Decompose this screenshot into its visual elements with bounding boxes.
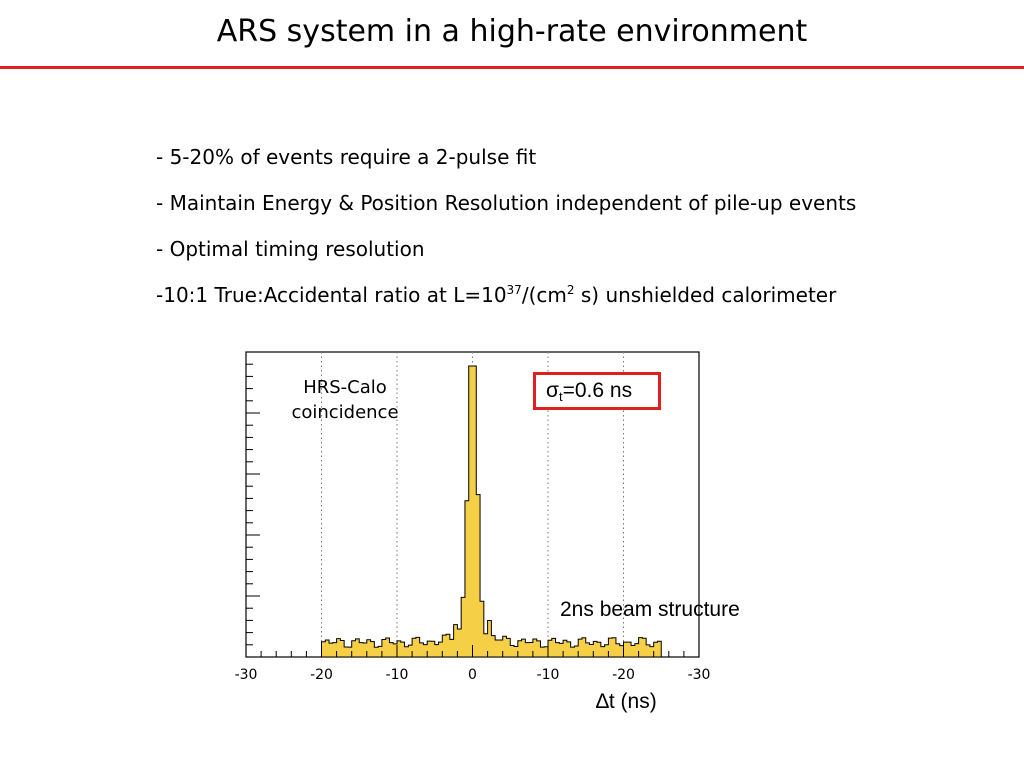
- beam-structure-note: 2ns beam structure: [560, 598, 740, 621]
- coincidence-annotation: HRS-Calo coincidence: [270, 375, 420, 425]
- sigma-subscript: t: [558, 389, 563, 404]
- bullet-item: - Optimal timing resolution: [156, 237, 425, 261]
- x-tick-label: -10: [537, 667, 560, 683]
- x-tick-label: 0: [468, 667, 477, 683]
- bullet-list: - 5-20% of events require a 2-pulse fit …: [156, 142, 856, 326]
- annotation-line: coincidence: [291, 402, 399, 423]
- x-tick-label: -20: [612, 667, 635, 683]
- title-divider: [0, 66, 1024, 69]
- annotation-line: HRS-Calo: [303, 377, 387, 398]
- axis-ticks: [245, 351, 700, 658]
- x-axis-label: ∆t (ns): [596, 690, 657, 713]
- slide-title: ARS system in a high-rate environment: [216, 14, 808, 49]
- bullet-item: - Maintain Energy & Position Resolution …: [156, 191, 857, 215]
- sigma-resolution-box: σt=0.6 ns: [533, 372, 661, 410]
- bullet-item: - 5-20% of events require a 2-pulse fit: [156, 145, 537, 169]
- x-tick-label: -10: [386, 667, 409, 683]
- x-tick-label: -20: [310, 667, 333, 683]
- bullet-item: -10:1 True:Accidental ratio at L=1037/(c…: [156, 283, 837, 307]
- tick-labels: -30 -20 -10 0 -10 -20 -30: [235, 667, 711, 683]
- x-tick-label: -30: [235, 667, 258, 683]
- sigma-symbol: σ: [546, 379, 559, 402]
- histogram-fill: [321, 365, 662, 658]
- sigma-value: =0.6 ns: [562, 379, 633, 402]
- x-tick-label: -30: [688, 667, 711, 683]
